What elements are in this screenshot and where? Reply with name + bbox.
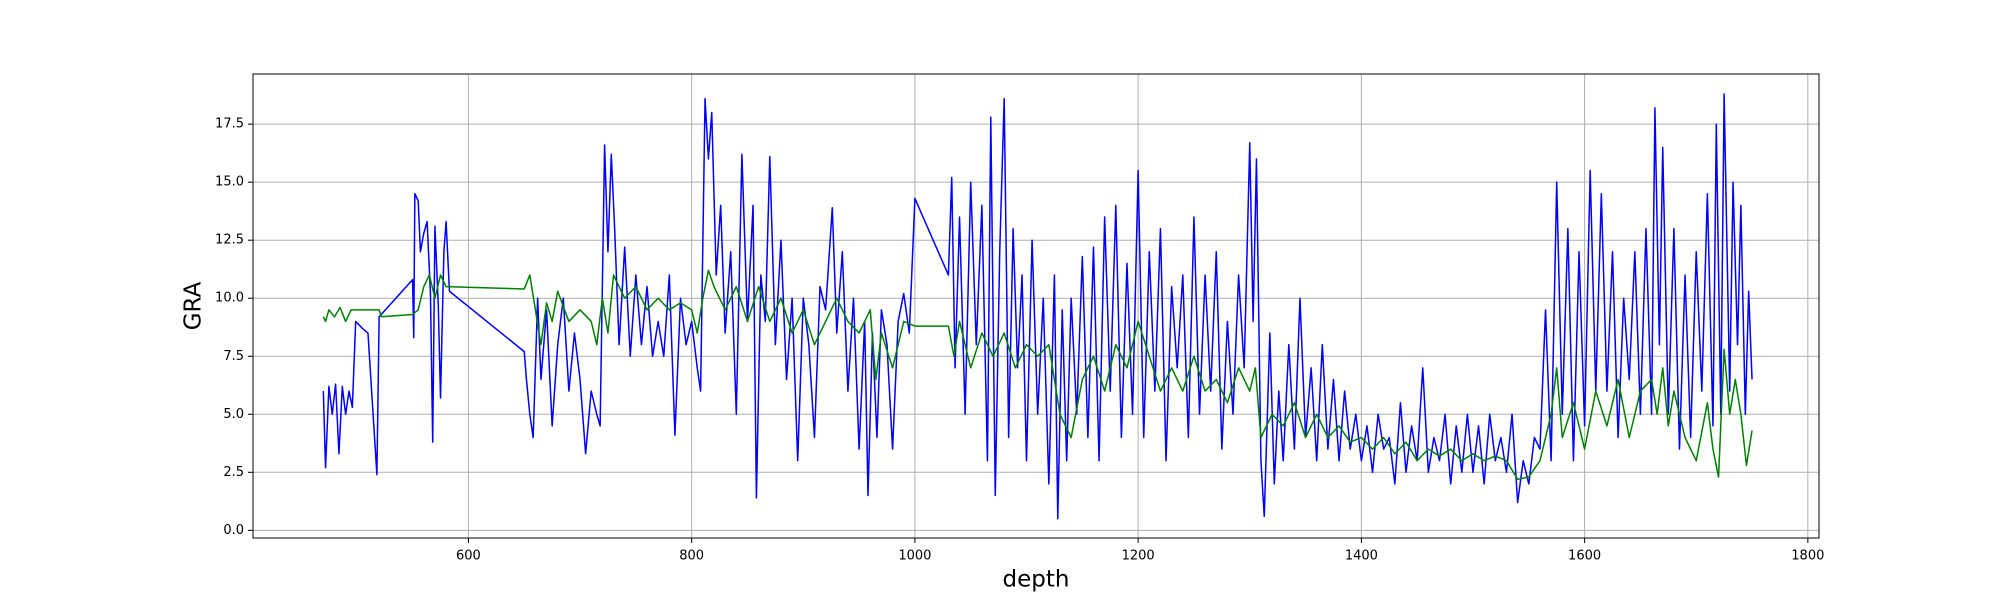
x-tick-label: 600 xyxy=(456,549,481,564)
x-tick-label: 1000 xyxy=(898,549,931,564)
y-tick-label: 12.5 xyxy=(215,233,244,248)
x-tick-label: 1800 xyxy=(1791,549,1824,564)
y-tick-label: 17.5 xyxy=(215,117,244,132)
y-tick-label: 0.0 xyxy=(223,523,244,538)
x-tick-label: 1600 xyxy=(1568,549,1601,564)
data-line xyxy=(322,93,1753,520)
y-axis-label: GRA xyxy=(181,281,207,330)
y-tick-label: 7.5 xyxy=(223,349,244,364)
x-tick-label: 1200 xyxy=(1122,549,1155,564)
data-line xyxy=(322,269,1753,481)
x-tick-label: 1400 xyxy=(1345,549,1378,564)
y-tick-label: 2.5 xyxy=(223,465,244,480)
x-axis-label: depth xyxy=(1003,567,1070,593)
y-tick-label: 15.0 xyxy=(215,175,244,190)
y-tick-label: 10.0 xyxy=(215,291,244,306)
plot-frame xyxy=(252,73,1820,539)
x-tick-label: 800 xyxy=(679,549,704,564)
y-tick-label: 5.0 xyxy=(223,407,244,422)
